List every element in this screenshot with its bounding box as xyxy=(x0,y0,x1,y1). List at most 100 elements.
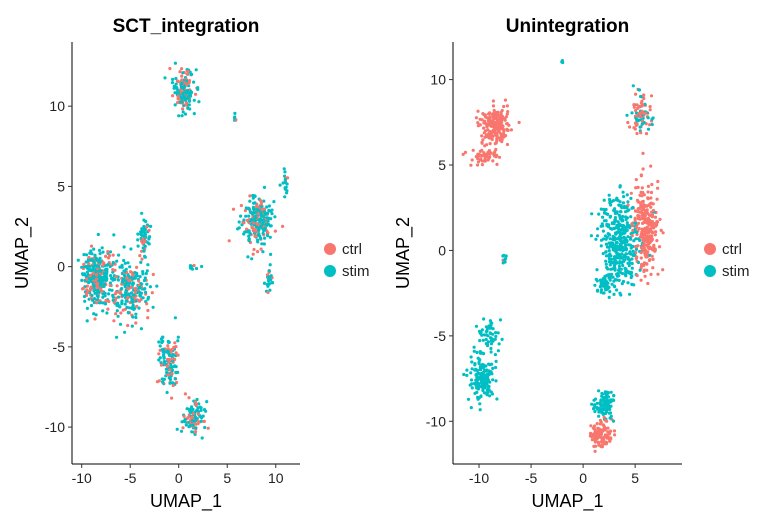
cell-point-stim xyxy=(237,226,241,230)
cell-point-stim xyxy=(478,408,482,412)
cell-point-stim xyxy=(614,237,618,241)
cell-point-ctrl xyxy=(635,255,639,259)
cell-point-stim xyxy=(101,301,105,305)
cell-point-stim xyxy=(265,205,269,209)
cell-point-ctrl xyxy=(96,267,100,271)
cell-point-ctrl xyxy=(648,108,652,112)
cell-point-stim xyxy=(102,277,106,281)
cell-point-ctrl xyxy=(475,163,480,167)
cell-point-stim xyxy=(621,227,626,231)
cell-point-stim xyxy=(611,419,616,423)
cell-point-ctrl xyxy=(495,137,499,141)
cell-point-stim xyxy=(141,246,145,250)
cell-point-stim xyxy=(163,76,167,80)
cell-point-stim xyxy=(609,226,613,231)
cell-point-ctrl xyxy=(509,128,513,132)
cell-point-stim xyxy=(108,264,112,269)
cell-point-ctrl xyxy=(641,191,645,195)
cell-point-ctrl xyxy=(89,244,94,248)
cell-point-ctrl xyxy=(480,134,484,138)
cell-point-stim xyxy=(612,248,616,252)
cell-point-stim xyxy=(96,295,100,299)
cell-point-stim xyxy=(594,277,598,281)
cell-point-stim xyxy=(270,281,274,285)
cell-point-ctrl xyxy=(137,299,141,303)
cell-point-ctrl xyxy=(265,273,270,277)
cell-point-ctrl xyxy=(603,418,608,422)
cell-point-stim xyxy=(605,398,609,402)
cell-point-ctrl xyxy=(471,148,475,152)
cell-point-stim xyxy=(102,271,107,276)
cell-point-stim xyxy=(263,236,267,240)
cell-point-stim xyxy=(130,297,134,301)
cell-point-ctrl xyxy=(644,255,649,259)
cell-point-stim xyxy=(635,230,639,235)
cell-point-stim xyxy=(609,414,613,418)
cell-point-stim xyxy=(195,397,199,402)
cell-point-stim xyxy=(92,301,96,305)
cell-point-stim xyxy=(142,278,146,283)
cell-point-ctrl xyxy=(86,290,90,294)
cell-point-ctrl xyxy=(640,227,644,231)
cell-point-stim xyxy=(627,264,631,268)
cell-point-stim xyxy=(84,253,89,257)
cell-point-stim xyxy=(602,403,606,407)
cell-point-ctrl xyxy=(648,227,653,231)
cell-point-stim xyxy=(233,116,237,120)
cell-point-stim xyxy=(131,303,135,307)
cell-point-stim xyxy=(254,210,258,214)
cell-point-stim xyxy=(139,327,143,331)
cell-point-ctrl xyxy=(644,111,648,115)
cell-point-ctrl xyxy=(141,237,145,241)
cell-point-ctrl xyxy=(135,265,139,269)
cell-point-stim xyxy=(131,315,135,319)
chart-title-unintegration: Unintegration xyxy=(506,16,630,37)
cell-point-stim xyxy=(491,378,495,382)
cell-point-stim xyxy=(604,262,608,266)
cell-point-ctrl xyxy=(461,152,465,156)
cell-point-ctrl xyxy=(227,239,231,243)
cell-point-ctrl xyxy=(127,287,131,291)
cell-point-ctrl xyxy=(643,274,647,278)
cell-point-stim xyxy=(469,355,473,359)
cell-point-stim xyxy=(605,390,609,394)
cell-point-stim xyxy=(187,425,191,429)
cell-point-stim xyxy=(604,254,609,258)
cell-point-ctrl xyxy=(127,279,131,283)
cell-point-stim xyxy=(82,294,87,299)
cell-point-ctrl xyxy=(82,262,86,266)
cell-point-stim xyxy=(136,232,140,236)
cell-point-stim xyxy=(157,340,161,344)
cell-point-ctrl xyxy=(635,273,639,278)
cell-point-ctrl xyxy=(140,257,144,261)
cell-point-ctrl xyxy=(126,323,130,328)
cell-point-ctrl xyxy=(590,435,594,439)
cell-point-stim xyxy=(244,214,248,218)
cell-point-ctrl xyxy=(506,110,510,114)
cell-point-stim xyxy=(465,368,469,372)
cell-point-stim xyxy=(89,258,93,262)
y-axis-title-sct-integration: UMAP_2 xyxy=(12,217,33,289)
cell-point-stim xyxy=(266,222,271,226)
cell-point-ctrl xyxy=(641,221,645,225)
cell-point-stim xyxy=(161,380,165,384)
cell-point-stim xyxy=(188,93,192,97)
cell-point-stim xyxy=(621,263,625,268)
cell-point-stim xyxy=(599,244,603,248)
cell-point-ctrl xyxy=(636,185,640,189)
cell-point-stim xyxy=(247,206,251,210)
cell-point-stim xyxy=(88,264,92,268)
cell-point-stim xyxy=(621,279,626,284)
cell-point-stim xyxy=(97,269,101,273)
cell-point-stim xyxy=(116,314,120,318)
cell-point-stim xyxy=(267,216,271,220)
cell-point-ctrl xyxy=(644,132,649,136)
cell-point-ctrl xyxy=(171,383,175,388)
cell-point-stim xyxy=(189,90,194,94)
cell-point-stim xyxy=(597,212,601,216)
cell-point-stim xyxy=(266,219,270,223)
cell-point-stim xyxy=(182,94,186,99)
cell-point-stim xyxy=(116,295,121,299)
cell-point-stim xyxy=(603,208,607,212)
